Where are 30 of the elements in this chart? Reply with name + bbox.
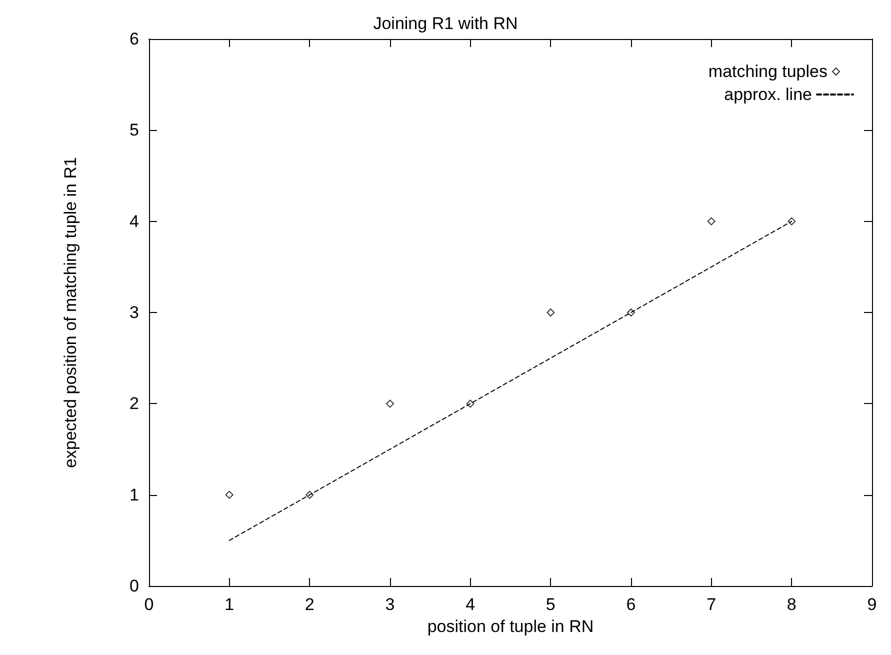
x-tick-label: 4 (466, 595, 476, 614)
legend-label: matching tuples (708, 62, 828, 81)
point (386, 400, 394, 408)
legend-label: approx. line (724, 85, 812, 104)
y-tick-label: 0 (130, 576, 139, 596)
point (788, 217, 796, 226)
x-tick-label: 7 (706, 595, 716, 614)
point (466, 400, 474, 408)
x-axis-title: position of tuple in RN (427, 616, 594, 636)
y-tick-label: 5 (130, 120, 139, 140)
x-tick-label: 2 (304, 595, 314, 614)
point (546, 308, 555, 316)
x-tick-label: 9 (867, 595, 877, 614)
y-axis-title: expected position of matching tuple in R1 (61, 157, 80, 468)
x-tick-label: 3 (385, 595, 395, 614)
y-tick-label: 6 (130, 30, 139, 48)
point (306, 490, 314, 499)
point (707, 217, 716, 226)
x-tick-label: 8 (786, 595, 796, 614)
y-tick-label: 3 (130, 303, 139, 322)
x-tick-label: 5 (546, 595, 556, 614)
y-tick-label: 1 (130, 485, 139, 504)
point (225, 490, 234, 499)
y-tick-label: 2 (130, 394, 139, 414)
x-tick-label: 1 (224, 595, 234, 614)
y-tick-label: 4 (130, 212, 139, 231)
x-tick-label: 0 (144, 595, 154, 614)
x-tick-label: 6 (626, 595, 636, 614)
chart-title: Joining R1 with RN (373, 14, 518, 33)
point (627, 308, 635, 316)
